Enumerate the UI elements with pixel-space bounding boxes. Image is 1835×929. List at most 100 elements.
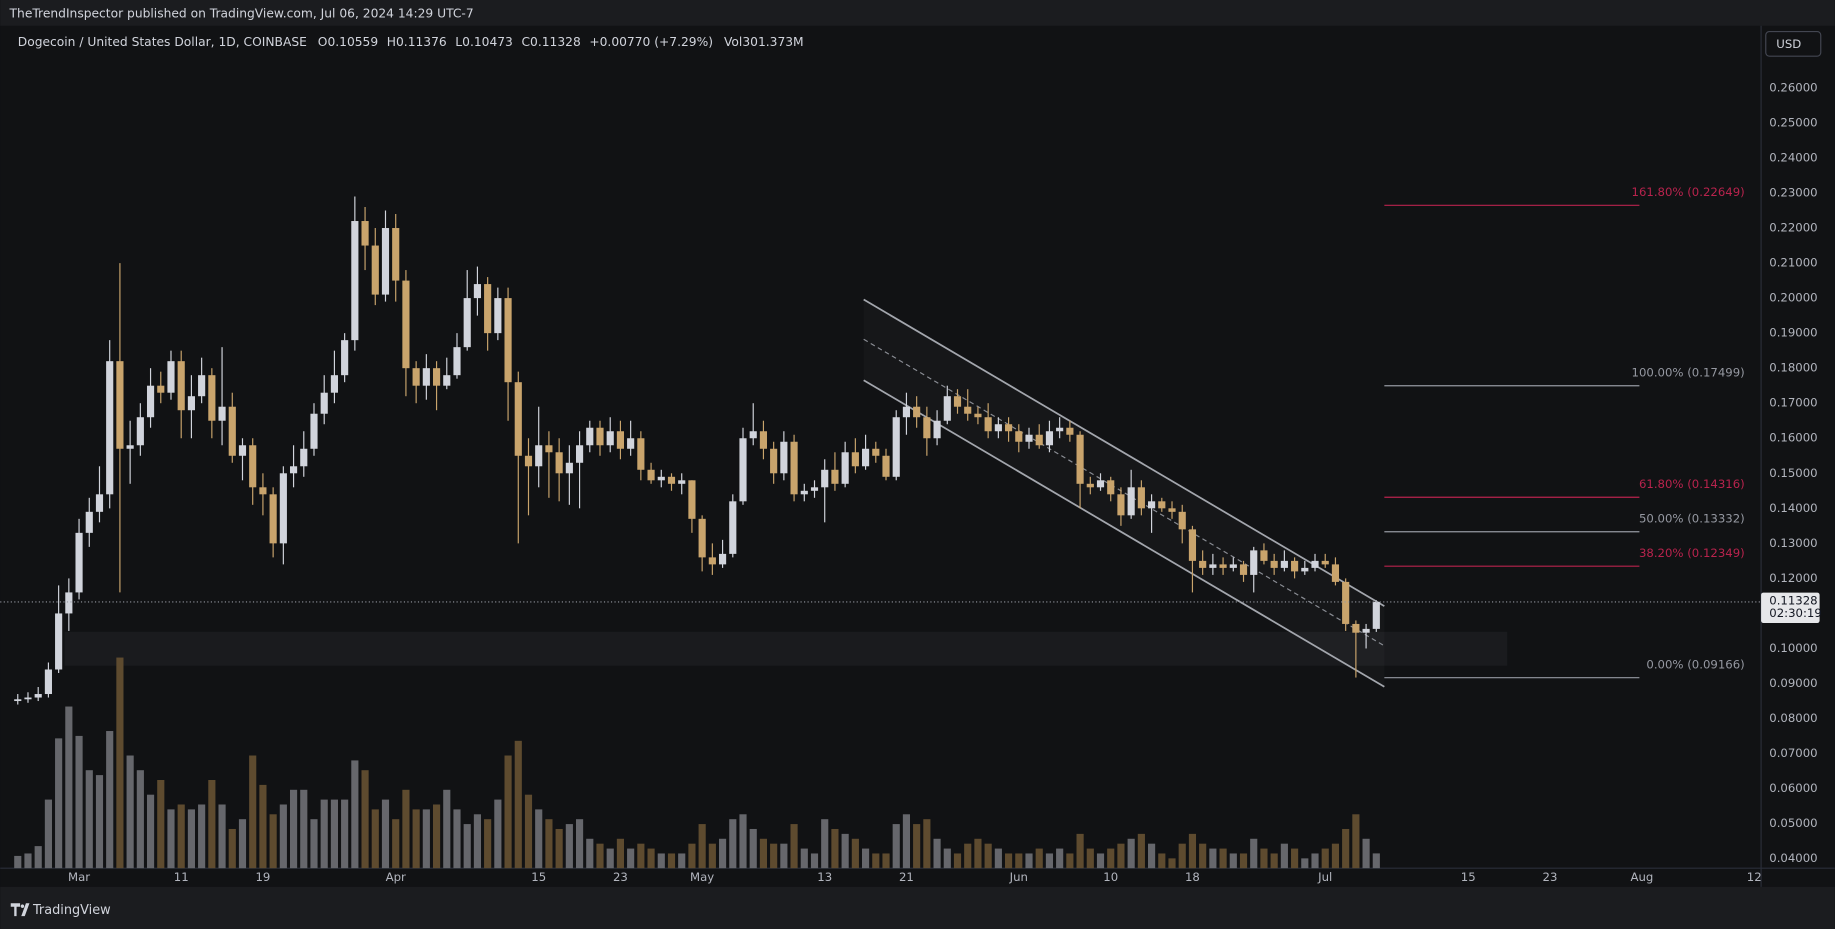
candle-body	[892, 417, 900, 477]
volume-bar	[810, 853, 819, 869]
candle-body	[606, 431, 614, 446]
x-tick-label: Jun	[1009, 870, 1028, 884]
x-tick-label: 18	[1185, 870, 1200, 884]
candle-body	[862, 448, 870, 467]
candle-body	[1270, 560, 1278, 568]
candle-body	[1372, 601, 1380, 629]
candle-body	[780, 441, 788, 474]
candle-body	[739, 438, 747, 502]
volume-bar	[432, 804, 441, 869]
candle-body	[249, 445, 257, 488]
candle-body	[821, 469, 829, 488]
candle-body	[330, 375, 338, 393]
volume-bar	[862, 848, 870, 869]
volume-bar	[708, 843, 716, 869]
volume-bar	[688, 843, 696, 869]
volume-bar	[146, 794, 155, 869]
volume-bar	[24, 853, 32, 869]
volume-bar	[1066, 853, 1074, 869]
volume-bar	[463, 824, 471, 869]
volume-bar	[575, 819, 584, 869]
x-tick-label: May	[690, 870, 714, 884]
volume-bar	[984, 843, 992, 869]
header-bar	[0, 0, 1835, 26]
volume-bar	[1148, 843, 1156, 869]
volume-bar	[1362, 838, 1370, 869]
volume-bar	[422, 809, 430, 869]
volume-bar	[106, 731, 114, 869]
header-text: TheTrendInspector published on TradingVi…	[9, 7, 474, 21]
volume-bar	[310, 819, 318, 869]
candle-body	[1321, 560, 1329, 565]
volume-bar	[678, 853, 686, 869]
candle-body	[1096, 480, 1105, 488]
candle-body	[1199, 560, 1207, 568]
candle-body	[1219, 564, 1227, 568]
volume-bar	[1229, 853, 1237, 869]
x-tick-label: Aug	[1630, 870, 1653, 884]
candle-body	[1352, 623, 1360, 633]
volume-bar	[800, 848, 808, 869]
x-tick-label: 15	[1461, 870, 1476, 884]
y-tick-label: 0.09000	[1769, 676, 1817, 690]
volume-bar	[494, 799, 502, 869]
candle-body	[381, 228, 390, 295]
ohlc-low: L0.10473	[455, 35, 513, 49]
x-tick-label: Apr	[386, 870, 406, 884]
volume-bar	[1219, 848, 1227, 869]
candle-body	[514, 382, 522, 456]
volume-bar	[913, 824, 921, 869]
volume-bar	[841, 833, 849, 869]
y-tick-label: 0.26000	[1769, 80, 1817, 94]
candle-body	[116, 361, 124, 449]
candle-body	[708, 557, 716, 565]
candle-body	[1015, 431, 1023, 442]
candle-body	[1045, 431, 1054, 446]
volume-bar	[55, 738, 63, 869]
candle-body	[1260, 550, 1268, 561]
x-tick-label: 21	[899, 870, 914, 884]
volume-bar	[1005, 853, 1013, 869]
candle-body	[146, 385, 155, 418]
candle-body	[473, 284, 481, 299]
currency-label: USD	[1776, 37, 1801, 51]
y-tick-label: 0.14000	[1769, 501, 1817, 515]
volume-bar	[279, 804, 287, 869]
candle-body	[759, 431, 768, 449]
volume-bar	[249, 755, 257, 869]
candle-body	[1362, 628, 1370, 633]
candle-body	[412, 368, 420, 386]
candle-body	[657, 476, 665, 481]
candle-body	[1025, 434, 1033, 442]
ohlc-close: C0.11328	[521, 35, 580, 49]
brand-logo: TradingView	[10, 903, 111, 918]
candle-body	[1076, 434, 1084, 484]
candle-body	[586, 427, 594, 446]
candle-body	[1178, 511, 1186, 530]
volume-bar	[637, 843, 645, 869]
last-price-label: 0.11328	[1769, 593, 1817, 607]
candle-body	[320, 392, 328, 414]
volume-bar	[749, 828, 757, 869]
volume-bar	[330, 799, 338, 869]
volume-bar	[627, 848, 635, 869]
candle-body	[851, 452, 859, 467]
volume-bar	[238, 819, 247, 869]
volume-bar	[770, 843, 778, 869]
volume-bar	[698, 824, 706, 869]
candle-body	[463, 298, 471, 348]
x-tick-label: 10	[1103, 870, 1118, 884]
volume-bar	[555, 828, 563, 869]
volume-bar	[565, 824, 573, 869]
volume-bar	[412, 809, 420, 869]
candle-body	[402, 280, 410, 369]
candle-body	[1229, 564, 1237, 568]
candle-body	[933, 420, 941, 439]
volume-bar	[443, 789, 451, 869]
candle-body	[1342, 581, 1350, 624]
volume-bar	[718, 838, 727, 869]
volume-bar	[729, 819, 737, 869]
candle-body	[494, 298, 502, 334]
currency-button[interactable]	[1765, 31, 1822, 57]
